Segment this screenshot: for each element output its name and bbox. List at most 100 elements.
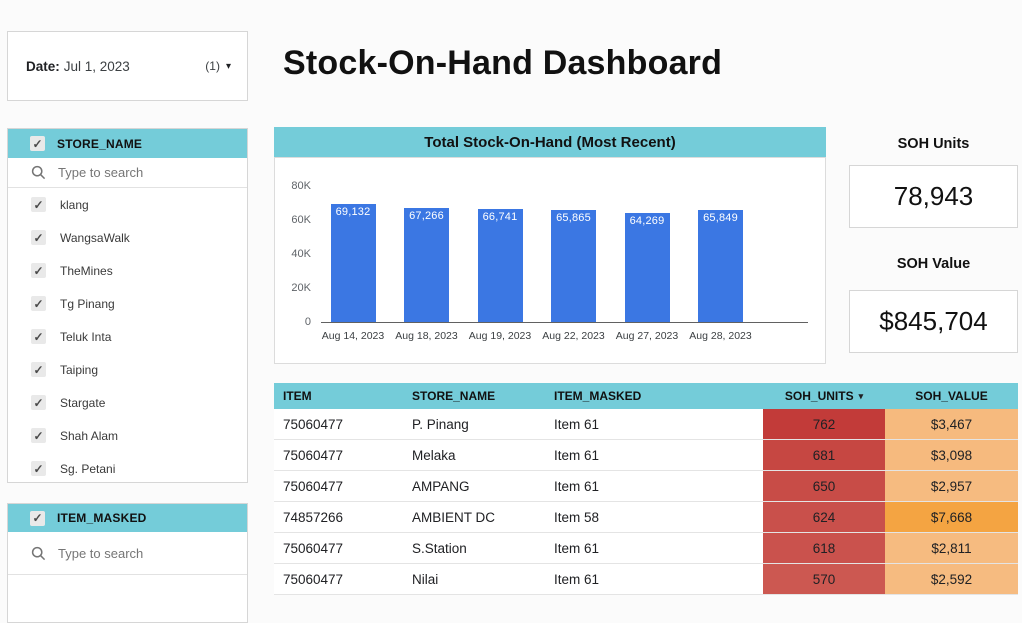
x-axis-tick-label: Aug 28, 2023 [689, 330, 752, 342]
filter-list-item[interactable]: ✓ Shah Alam [8, 419, 247, 452]
item-masked-search[interactable] [8, 532, 247, 575]
checkbox-checked-icon[interactable]: ✓ [31, 428, 46, 443]
column-header-label: STORE_NAME [412, 389, 496, 403]
cell-store-name: AMBIENT DC [412, 509, 496, 525]
table-row[interactable]: 75060477 AMPANG Item 61 650 $2,957 [274, 471, 1018, 502]
filter-list-item[interactable]: ✓ Tg Pinang [8, 287, 247, 320]
table-row[interactable]: 75060477 Melaka Item 61 681 $3,098 [274, 440, 1018, 471]
y-axis-tick-label: 60K [291, 214, 311, 226]
date-filter-label: Date: [26, 58, 60, 74]
bar-value-label: 67,266 [409, 210, 444, 222]
caret-down-icon[interactable]: ▾ [225, 60, 231, 72]
bar[interactable]: 66,741 [477, 209, 523, 322]
cell-item-masked: Item 61 [554, 540, 600, 556]
cell-soh-value: $3,098 [885, 440, 1018, 470]
search-icon [31, 165, 46, 180]
y-axis-tick-label: 20K [291, 282, 311, 294]
checkbox-checked-icon[interactable]: ✓ [31, 230, 46, 245]
store-name-filter-header[interactable]: ✓ STORE_NAME [8, 129, 247, 158]
table-row[interactable]: 75060477 P. Pinang Item 61 762 $3,467 [274, 409, 1018, 440]
sort-desc-icon[interactable]: ▾ [858, 390, 864, 401]
x-axis-tick-label: Aug 27, 2023 [615, 330, 679, 342]
column-header-store_name[interactable]: STORE_NAME [403, 383, 545, 409]
filter-title: STORE_NAME [57, 136, 143, 151]
cell-item: 75060477 [283, 540, 344, 556]
cell-item-masked: Item 61 [554, 447, 600, 463]
checkbox-checked-icon[interactable]: ✓ [30, 510, 45, 526]
cell-store-name: P. Pinang [412, 416, 469, 432]
cell-item-masked: Item 58 [554, 509, 600, 525]
bar[interactable]: 65,849 [698, 210, 743, 322]
bar-value-label: 66,741 [482, 211, 518, 223]
column-header-label: SOH_VALUE [915, 389, 988, 403]
cell-store-name: Nilai [412, 571, 439, 587]
checkbox-checked-icon[interactable]: ✓ [31, 197, 46, 212]
checkbox-checked-icon[interactable]: ✓ [31, 329, 46, 344]
page-title: Stock-On-Hand Dashboard [283, 44, 723, 82]
checkbox-checked-icon[interactable]: ✓ [31, 395, 46, 410]
column-header-soh_value[interactable]: SOH_VALUE [885, 383, 1018, 409]
cell-item-masked: Item 61 [554, 416, 600, 432]
soh-bar-chart[interactable]: 80K 60K 40K 20K 0 69,132 Aug 14, 2023 67,266 Aug… [274, 157, 826, 364]
filter-item-label: Sg. Petani [60, 461, 116, 476]
search-input[interactable] [58, 545, 218, 561]
cell-store-name: S.Station [412, 540, 467, 556]
bar[interactable]: 65,865 [551, 210, 596, 322]
table-row[interactable]: 75060477 Nilai Item 61 570 $2,592 [274, 564, 1018, 595]
filter-list-item[interactable]: ✓ WangsaWalk [8, 221, 247, 254]
store-name-filter-list: ✓ klang ✓ WangsaWalk ✓ TheMines ✓ Tg Pinang ✓ Tel… [8, 188, 247, 485]
soh-value-value: $845,704 [849, 290, 1018, 353]
column-header-item_masked[interactable]: ITEM_MASKED [545, 383, 763, 409]
checkbox-checked-icon[interactable]: ✓ [31, 461, 46, 476]
filter-item-label: Shah Alam [60, 428, 119, 443]
checkbox-checked-icon[interactable]: ✓ [31, 296, 46, 311]
filter-list-item[interactable]: ✓ Teluk Inta [8, 320, 247, 353]
column-header-soh_units[interactable]: SOH_UNITS ▾ [763, 383, 885, 409]
cell-soh-units: 570 [763, 564, 885, 594]
filter-item-label: TheMines [60, 263, 113, 278]
cell-item: 75060477 [283, 571, 344, 587]
soh-value-header: SOH Value [896, 256, 971, 272]
cell-soh-value: $2,811 [885, 533, 1018, 563]
column-header-label: ITEM_MASKED [554, 389, 642, 403]
chart-title: Total Stock-On-Hand (Most Recent) [274, 127, 826, 157]
y-axis-tick-label: 80K [291, 180, 311, 192]
x-axis-tick-label: Aug 18, 2023 [395, 330, 458, 342]
bar-value-label: 65,865 [556, 212, 591, 224]
table-row[interactable]: 74857266 AMBIENT DC Item 58 624 $7,668 [274, 502, 1018, 533]
cell-soh-units: 762 [763, 409, 885, 439]
item-masked-filter-header[interactable]: ✓ ITEM_MASKED [8, 504, 247, 532]
filter-list-item[interactable]: ✓ Sg. Petani [8, 452, 247, 485]
x-axis-tick-label: Aug 22, 2023 [542, 330, 605, 342]
search-icon [31, 546, 46, 560]
checkbox-checked-icon[interactable]: ✓ [31, 263, 46, 278]
cell-item: 75060477 [283, 447, 344, 463]
filter-list-item[interactable]: ✓ Taiping [8, 353, 247, 386]
date-filter[interactable]: Date: Jul 1, 2023 (1) ▾ [7, 31, 248, 101]
filter-item-label: Taiping [60, 362, 99, 377]
bar[interactable]: 69,132 [330, 204, 376, 322]
column-header-label: SOH_UNITS [784, 389, 854, 403]
soh-units-header: SOH Units [897, 136, 970, 152]
cell-soh-units: 650 [763, 471, 885, 501]
filter-title: ITEM_MASKED [57, 511, 147, 525]
filter-list-item[interactable]: ✓ klang [8, 188, 247, 221]
bar[interactable]: 64,269 [624, 213, 670, 322]
x-axis-tick-label: Aug 19, 2023 [468, 330, 532, 342]
filter-item-label: WangsaWalk [60, 230, 130, 245]
soh-table: ITEM STORE_NAME ITEM_MASKED SOH_UNITS ▾ SOH_V… [274, 383, 1018, 595]
table-row[interactable]: 75060477 S.Station Item 61 618 $2,811 [274, 533, 1018, 564]
filter-list-item[interactable]: ✓ Stargate [8, 386, 247, 419]
table-header-row: ITEM STORE_NAME ITEM_MASKED SOH_UNITS ▾ SOH_V… [274, 383, 1018, 409]
checkbox-checked-icon[interactable]: ✓ [31, 362, 46, 377]
filter-list-item[interactable]: ✓ TheMines [8, 254, 247, 287]
search-input[interactable] [58, 165, 218, 180]
column-header-item[interactable]: ITEM [274, 383, 403, 409]
column-header-label: ITEM [283, 389, 312, 403]
store-name-search[interactable] [8, 158, 247, 188]
item-masked-filter: ✓ ITEM_MASKED [7, 503, 248, 623]
checkbox-checked-icon[interactable]: ✓ [30, 136, 45, 151]
bar[interactable]: 67,266 [404, 208, 449, 322]
dashboard-page: { "page": { "title": "Stock-On-Hand Dash… [7, 31, 1018, 623]
filter-item-label: klang [60, 197, 89, 212]
